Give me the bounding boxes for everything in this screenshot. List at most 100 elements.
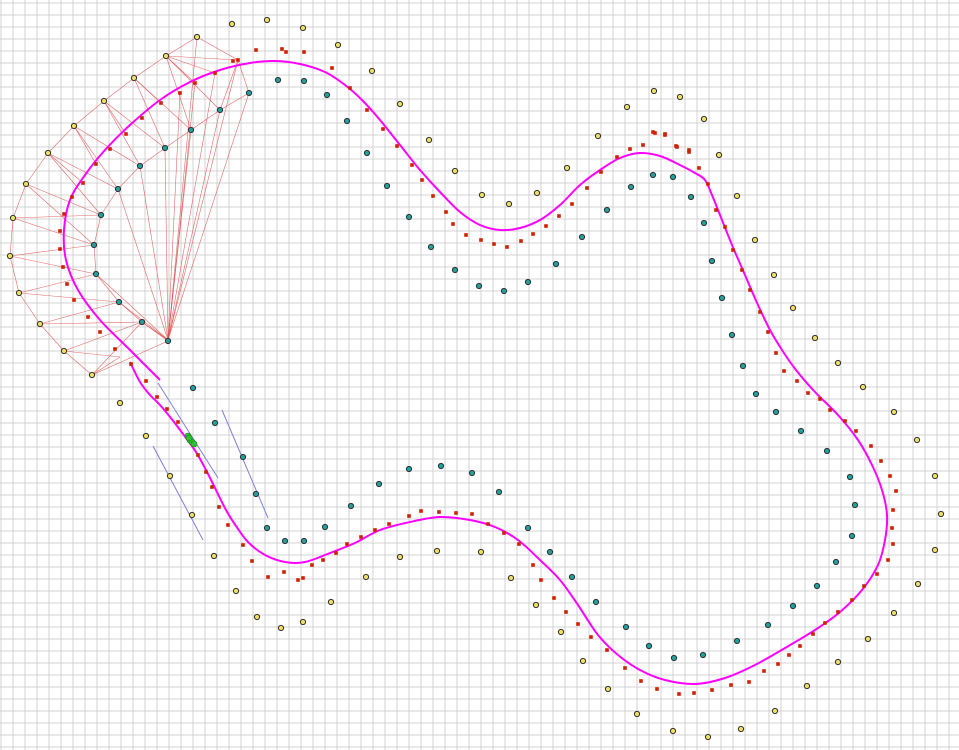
midpoint-marker [811, 632, 815, 636]
midpoint-marker [296, 578, 300, 582]
outer-cone-marker [937, 510, 945, 518]
inner-cone-marker [622, 623, 630, 631]
inner-cone-marker [851, 501, 859, 509]
midpoint-marker [282, 570, 286, 574]
inner-cone-marker [437, 462, 445, 470]
inner-cone-marker [739, 362, 747, 370]
inner-cone-marker [363, 149, 371, 157]
outer-cone-marker [253, 613, 261, 621]
midpoint-marker [479, 238, 483, 242]
midpoint-marker [687, 150, 691, 154]
outer-cone-marker [116, 399, 124, 407]
triangulation-edge [103, 100, 166, 149]
triangulation-edge [133, 77, 162, 104]
triangulation-edge [25, 183, 102, 216]
midpoint-marker [875, 572, 879, 576]
midpoint-marker [891, 508, 895, 512]
outer-cone-marker [433, 547, 441, 555]
midpoint-marker [891, 542, 895, 546]
midpoint-marker [280, 47, 284, 51]
triangulation-edge [103, 100, 127, 135]
midpoint-marker [437, 510, 441, 514]
triangulation-edge [103, 77, 135, 102]
midpoint-marker [653, 131, 657, 135]
triangulation-edge [117, 165, 141, 190]
midpoint-marker [843, 419, 847, 423]
midpoint-marker [334, 551, 338, 555]
midpoint-marker [178, 91, 182, 95]
midpoint-marker [241, 543, 245, 547]
outer-cone-marker [88, 371, 96, 379]
outer-cone-marker [505, 200, 513, 208]
inner-cone-marker [524, 524, 532, 532]
outer-cone-marker [9, 214, 17, 222]
triangulation-edge [167, 92, 181, 341]
midpoint-marker [894, 489, 898, 493]
triangulation-edge [9, 217, 14, 257]
inner-cone-marker [627, 183, 635, 191]
triangulation-edge [25, 183, 95, 246]
outer-cone-marker [931, 472, 939, 480]
midpoint-marker [193, 81, 197, 85]
midpoint-marker [519, 239, 523, 243]
midpoint-marker [176, 420, 180, 424]
midpoint-marker [798, 644, 802, 648]
triangulation-edge [73, 125, 97, 165]
midpoint-marker [381, 127, 385, 131]
midpoint-marker [729, 683, 733, 687]
triangulation-edge [91, 356, 121, 376]
midpoint-marker [570, 202, 574, 206]
midpoint-marker [359, 535, 363, 539]
inner-cone-marker [300, 77, 308, 85]
midpoint-marker [655, 687, 659, 691]
outer-cone-marker [864, 635, 872, 643]
direction-arrow [157, 382, 219, 479]
inner-cone-marker [546, 548, 554, 556]
outer-cone-marker [70, 122, 78, 130]
midpoint-marker [599, 170, 603, 174]
inner-cone-marker [405, 465, 413, 473]
midpoint-marker [585, 186, 589, 190]
midpoint-marker [544, 224, 548, 228]
triangulation-edge [165, 55, 239, 61]
outer-cone-marker [913, 436, 921, 444]
outer-cone-marker [557, 628, 565, 636]
midpoint-marker [615, 155, 619, 159]
midpoint-marker [854, 429, 858, 433]
midpoint-marker [72, 298, 76, 302]
inner-cone-marker [475, 282, 483, 290]
inner-cone-marker [281, 537, 289, 545]
midpoint-marker [302, 50, 306, 54]
outer-cone-marker [704, 733, 712, 741]
triangulation-edge [165, 36, 198, 57]
outer-cone-marker [890, 408, 898, 416]
outer-cone-marker [604, 685, 612, 693]
triangulation-edge [95, 273, 120, 303]
midpoint-marker [492, 242, 496, 246]
inner-cone-marker [216, 106, 224, 114]
midpoint-marker [836, 610, 840, 614]
outer-cone-marker [789, 304, 797, 312]
triangulation-edge [118, 301, 143, 323]
inner-cone-marker [274, 76, 282, 84]
outer-cone-marker [676, 93, 684, 101]
outer-cone-marker [396, 553, 404, 561]
midpoint-marker [517, 542, 521, 546]
inner-cone-marker [708, 257, 716, 265]
outer-cone-marker [60, 347, 68, 355]
midpoint-marker [58, 247, 62, 251]
outer-cone-marker [715, 151, 723, 159]
triangulation-edge [167, 129, 192, 341]
midpoint-marker [254, 48, 258, 52]
triangulation-mesh [9, 36, 250, 376]
triangulation-edge [39, 301, 120, 325]
inner-cone-marker [211, 419, 219, 427]
midpoint-marker [758, 310, 762, 314]
outer-cone-marker [425, 136, 433, 144]
midpoint-marker [740, 268, 744, 272]
outer-cone-marker [362, 573, 370, 581]
outer-cone-marker [451, 167, 459, 175]
outer-cone-marker [263, 16, 271, 24]
inner-cone-marker [323, 91, 331, 99]
